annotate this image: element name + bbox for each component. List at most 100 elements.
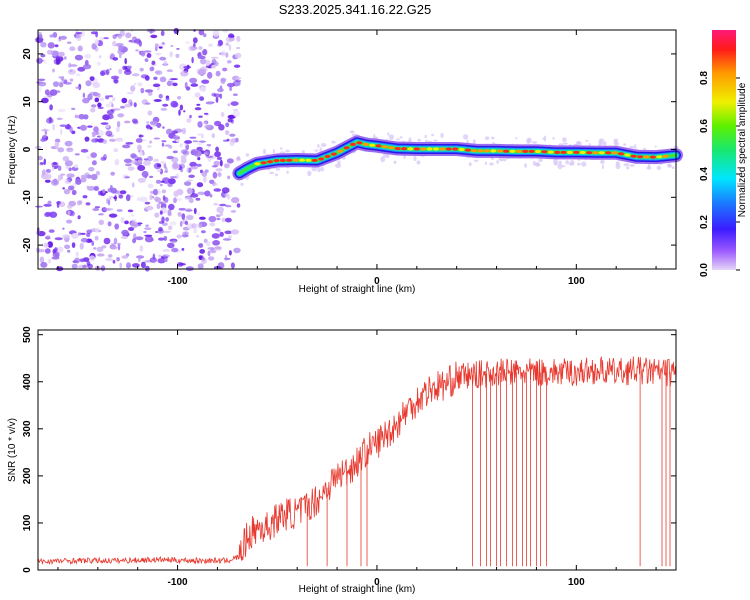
- noise-blob: [100, 122, 109, 125]
- noise-blob: [137, 159, 142, 164]
- noise-blob: [64, 244, 71, 250]
- noise-blob: [91, 160, 97, 166]
- ridge-halo: [387, 132, 390, 136]
- noise-blob: [179, 104, 184, 111]
- noise-blob: [119, 262, 122, 269]
- noise-blob: [74, 257, 81, 264]
- noise-blob: [144, 227, 152, 231]
- ridge-halo: [626, 166, 630, 170]
- noise-blob: [132, 120, 139, 125]
- noise-blob: [95, 31, 98, 38]
- noise-blob: [230, 210, 237, 213]
- noise-blob: [127, 209, 134, 213]
- snr-frame: [37, 329, 677, 571]
- noise-blob: [120, 105, 125, 109]
- noise-blob: [236, 47, 241, 49]
- noise-blob: [156, 163, 162, 168]
- noise-blob: [199, 249, 206, 254]
- noise-blob: [100, 71, 106, 76]
- noise-blob: [215, 214, 221, 218]
- ridge-halo: [489, 162, 494, 166]
- noise-blob: [34, 205, 44, 208]
- noise-blob: [116, 209, 123, 212]
- ridge-peak: [573, 150, 580, 154]
- noise-blob: [52, 32, 58, 38]
- noise-blob: [113, 237, 118, 245]
- noise-blob: [82, 92, 86, 98]
- noise-blob: [162, 195, 166, 201]
- noise-blob: [209, 193, 213, 198]
- noise-blob: [51, 256, 60, 260]
- noise-blob: [94, 206, 101, 209]
- ridge-halo: [307, 170, 312, 177]
- noise-blob: [236, 203, 241, 208]
- snr-panel: -100 0 100 0 100 200 300 400 500 Height of strai…: [7, 326, 677, 595]
- noise-blob: [206, 241, 211, 247]
- noise-blob: [201, 170, 208, 177]
- noise-blob: [161, 189, 166, 194]
- noise-blob: [69, 46, 76, 51]
- ridge-halo: [383, 153, 387, 158]
- y-tick-label: 0: [22, 146, 33, 152]
- noise-blob: [59, 201, 66, 208]
- ridge-halo: [317, 167, 321, 173]
- noise-blob: [136, 255, 145, 259]
- ridge-peak: [433, 147, 439, 151]
- noise-blob: [111, 97, 116, 102]
- noise-blob: [186, 64, 190, 70]
- noise-blob: [235, 77, 242, 80]
- noise-blob: [40, 261, 48, 268]
- noise-blob: [92, 91, 99, 97]
- ridge-peak: [330, 152, 337, 156]
- noise-blob: [154, 197, 162, 203]
- ridge-peak: [356, 141, 363, 145]
- ridge-halo: [433, 139, 438, 142]
- noise-blob: [87, 263, 93, 269]
- noise-blob: [147, 110, 153, 116]
- noise-blob: [119, 190, 127, 195]
- noise-blob: [147, 155, 154, 162]
- noise-blob: [195, 197, 201, 201]
- noise-blob: [196, 103, 201, 106]
- ridge-band: [232, 130, 683, 186]
- ridge-halo: [301, 150, 305, 154]
- noise-blob: [146, 125, 152, 129]
- x-tick-label: 0: [374, 276, 380, 287]
- noise-blob: [105, 130, 113, 137]
- noise-blob: [94, 227, 100, 233]
- noise-blob: [113, 79, 119, 84]
- noise-blob: [212, 30, 220, 37]
- noise-blob: [90, 173, 98, 181]
- noise-blob: [229, 133, 236, 137]
- noise-blob: [176, 234, 182, 239]
- ridge-halo: [403, 155, 406, 159]
- noise-blob: [204, 124, 211, 129]
- noise-blob: [173, 190, 179, 197]
- noise-blob: [49, 104, 53, 111]
- x-tick-label: -100: [168, 276, 188, 287]
- noise-blob: [159, 183, 163, 187]
- noise-blob: [149, 190, 154, 194]
- noise-blob: [190, 83, 199, 87]
- ridge-peak: [662, 154, 669, 158]
- noise-blob: [62, 227, 65, 230]
- noise-blob: [69, 78, 74, 82]
- noise-blob: [226, 158, 234, 164]
- noise-blob: [107, 114, 114, 120]
- noise-blob: [124, 163, 132, 167]
- noise-blob: [139, 67, 144, 72]
- ridge-halo: [576, 162, 581, 166]
- noise-blob: [112, 40, 117, 47]
- noise-blob: [129, 102, 133, 106]
- noise-blob: [68, 185, 75, 191]
- noise-blob: [168, 203, 175, 211]
- colorbar-label: Normalized spectral amplitude: [737, 82, 748, 217]
- ridge-halo: [286, 170, 289, 174]
- noise-blob: [78, 113, 85, 120]
- noise-blob: [206, 149, 211, 154]
- noise-blob: [102, 189, 106, 194]
- noise-blob: [39, 162, 44, 165]
- ridge-peak: [324, 154, 331, 159]
- noise-blob: [132, 238, 137, 244]
- chart-title: S233.2025.341.16.22.G25: [279, 2, 432, 17]
